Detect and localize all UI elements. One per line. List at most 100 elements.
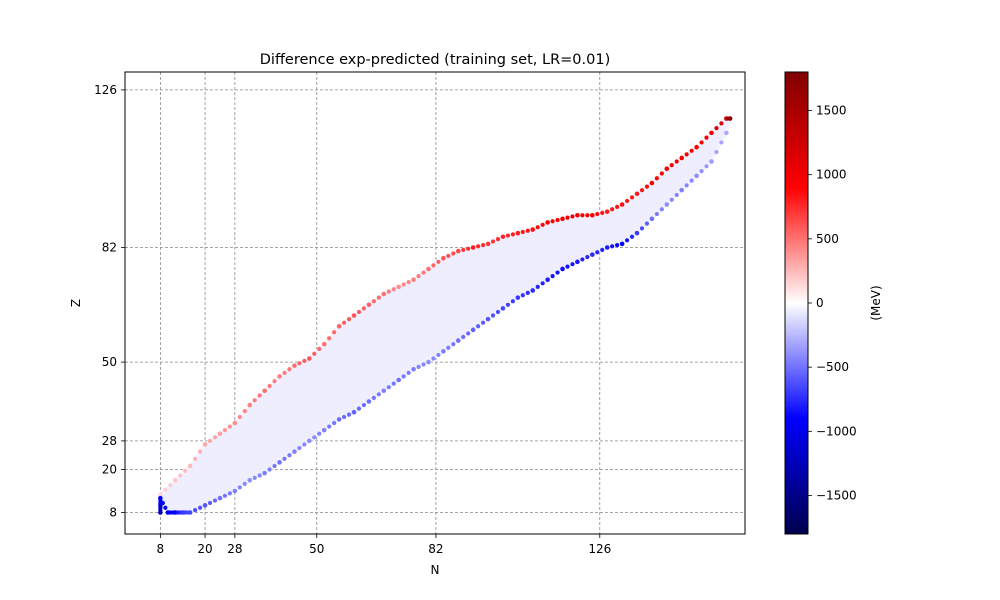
band-interior <box>158 117 733 515</box>
data-point <box>197 449 203 454</box>
data-point <box>401 374 406 379</box>
data-point <box>595 211 600 217</box>
data-point <box>232 488 238 494</box>
data-point <box>252 398 257 403</box>
data-point <box>197 505 203 510</box>
data-point <box>624 238 630 243</box>
data-point <box>684 152 689 157</box>
data-point <box>391 381 396 386</box>
data-point <box>719 140 724 145</box>
data-point <box>327 336 332 341</box>
data-point <box>490 313 496 318</box>
data-point <box>570 214 575 219</box>
data-point <box>470 245 476 250</box>
data-point <box>530 288 536 293</box>
data-point <box>257 393 262 398</box>
data-point <box>431 356 436 361</box>
data-point <box>222 428 228 433</box>
data-point <box>476 324 481 329</box>
data-point <box>441 255 446 261</box>
data-point <box>267 383 272 389</box>
data-point <box>158 492 163 497</box>
data-point <box>590 212 595 218</box>
data-point <box>485 241 491 247</box>
data-point <box>634 191 640 197</box>
data-point <box>183 468 188 473</box>
data-point <box>495 309 501 315</box>
data-point <box>317 346 322 352</box>
data-point <box>376 392 381 397</box>
data-point <box>436 259 441 264</box>
data-point <box>421 362 426 367</box>
data-point <box>520 229 525 235</box>
data-point <box>217 431 223 437</box>
data-point <box>500 306 506 311</box>
plot-frame <box>124 71 746 535</box>
data-point <box>560 216 565 222</box>
data-point <box>480 320 486 325</box>
data-point <box>704 164 709 169</box>
colorbar-tick-label: 0 <box>816 296 824 310</box>
data-point <box>341 414 347 420</box>
data-point <box>565 264 570 269</box>
data-point <box>674 159 679 164</box>
data-point <box>575 212 580 218</box>
data-point <box>580 257 585 262</box>
data-point <box>207 500 213 506</box>
data-point <box>297 361 302 366</box>
data-point <box>406 280 411 285</box>
data-point <box>441 349 446 354</box>
data-point <box>699 140 704 145</box>
colorbar <box>784 71 809 535</box>
x-tick-label: 20 <box>197 542 212 556</box>
data-point <box>416 364 421 369</box>
data-point <box>515 230 521 236</box>
data-point <box>615 204 620 209</box>
data-point <box>227 491 232 496</box>
data-point <box>282 456 287 461</box>
data-point <box>689 148 694 153</box>
data-point <box>629 195 635 200</box>
colorbar-label: (MeV) <box>869 285 883 320</box>
data-point <box>431 263 436 268</box>
data-point <box>520 293 525 298</box>
data-point <box>535 225 540 230</box>
data-point <box>694 144 699 150</box>
data-point <box>163 487 168 492</box>
data-point <box>659 171 664 176</box>
data-point <box>307 356 312 361</box>
data-point <box>674 192 679 198</box>
data-point <box>292 363 297 368</box>
data-point <box>565 215 570 220</box>
data-point <box>669 163 674 168</box>
data-point <box>267 467 272 472</box>
y-axis: 8 20 28 50 82 126 <box>94 83 125 520</box>
data-point <box>709 130 714 136</box>
data-point <box>604 209 610 214</box>
data-point <box>361 306 367 311</box>
data-point <box>470 327 476 333</box>
data-point <box>585 213 590 218</box>
data-point <box>277 460 282 465</box>
data-point <box>714 126 719 131</box>
x-tick-label: 82 <box>428 542 443 556</box>
data-point <box>292 449 297 454</box>
data-point <box>550 274 555 279</box>
data-point <box>619 241 625 247</box>
data-point <box>371 395 376 401</box>
data-point <box>704 135 709 140</box>
data-point <box>237 485 242 490</box>
data-point <box>654 176 659 181</box>
data-point <box>694 173 699 179</box>
x-axis: 8 20 28 50 82 126 <box>157 534 611 556</box>
data-point <box>178 473 183 478</box>
data-point <box>525 290 530 295</box>
chart-title: Difference exp-predicted (training set, … <box>260 52 611 68</box>
data-point <box>505 302 511 307</box>
data-point <box>257 473 262 478</box>
data-point <box>262 388 267 394</box>
data-point <box>634 230 640 236</box>
data-point <box>545 277 550 283</box>
data-point <box>610 207 615 212</box>
